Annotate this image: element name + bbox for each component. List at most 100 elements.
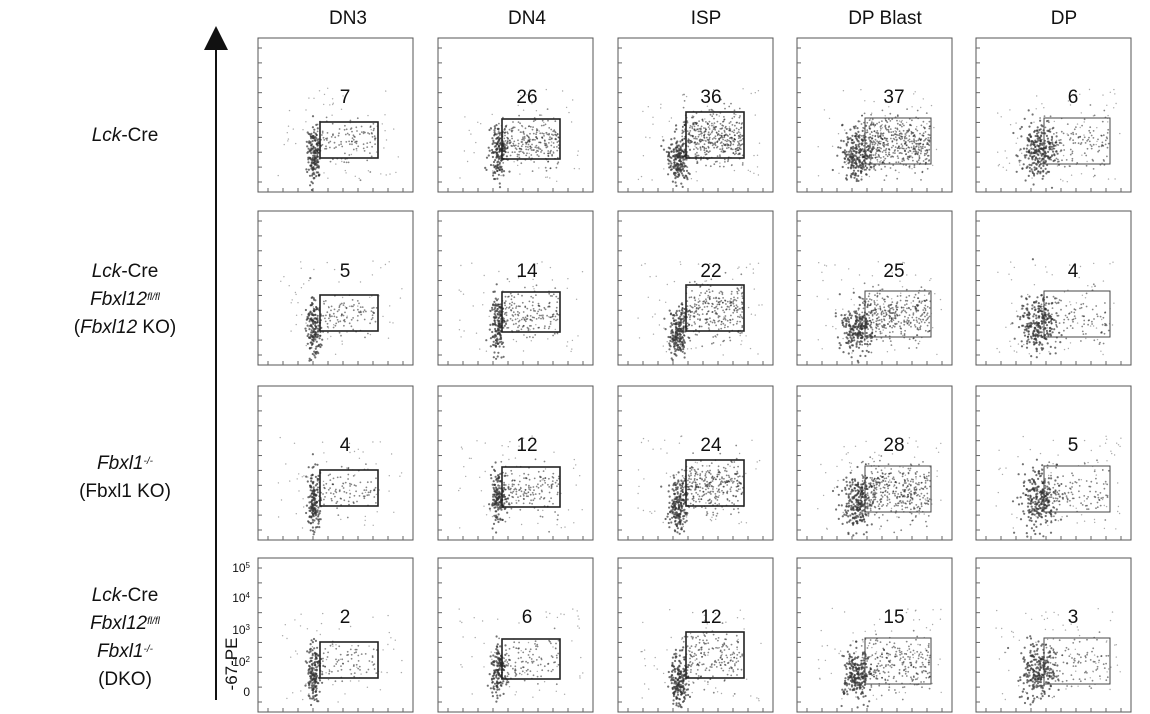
- event-dot: [923, 307, 926, 309]
- event-dot: [491, 155, 494, 159]
- event-dot: [488, 128, 491, 132]
- event-dot: [291, 299, 293, 301]
- event-dot: [859, 120, 861, 123]
- event-dot: [865, 321, 868, 323]
- event-dot: [741, 340, 743, 342]
- event-dot: [1042, 147, 1044, 150]
- event-dot: [908, 347, 910, 349]
- event-dot: [363, 318, 366, 321]
- event-dot: [890, 131, 893, 134]
- event-dot: [890, 303, 893, 306]
- y-tick-exponent: 2: [246, 655, 251, 664]
- event-dot: [719, 136, 722, 139]
- event-dot: [881, 127, 884, 129]
- event-dot: [572, 99, 574, 101]
- event-dot: [722, 149, 725, 152]
- event-dot: [516, 159, 519, 162]
- event-dot: [900, 330, 903, 333]
- event-dot: [856, 127, 859, 130]
- event-dot: [343, 161, 346, 164]
- event-dot: [860, 328, 863, 331]
- event-dot: [891, 140, 894, 142]
- event-dot: [859, 354, 862, 357]
- event-dot: [714, 160, 717, 163]
- event-dot: [842, 308, 844, 310]
- event-dot: [504, 140, 507, 142]
- event-dot: [1047, 155, 1050, 158]
- event-dot: [576, 154, 579, 156]
- event-dot: [505, 306, 508, 309]
- event-dot: [649, 276, 651, 278]
- event-dot: [874, 142, 877, 145]
- event-dot: [1050, 145, 1053, 148]
- event-dot: [919, 149, 921, 151]
- event-dot: [637, 317, 639, 319]
- event-dot: [885, 144, 887, 146]
- event-dot: [548, 316, 550, 318]
- event-dot: [493, 145, 496, 148]
- event-dot: [871, 162, 873, 164]
- event-dot: [522, 324, 525, 327]
- event-dot: [364, 336, 366, 339]
- event-dot: [888, 306, 890, 308]
- event-dot: [754, 92, 756, 94]
- event-dot: [370, 310, 373, 312]
- event-dot: [855, 179, 858, 183]
- event-dot: [316, 130, 319, 133]
- event-dot: [466, 160, 469, 163]
- event-dot: [904, 304, 906, 306]
- event-dot: [1028, 166, 1031, 169]
- event-dot: [902, 157, 905, 160]
- event-dot: [729, 321, 732, 324]
- event-dot: [707, 310, 710, 312]
- event-dot: [906, 108, 908, 110]
- event-dot: [311, 140, 314, 143]
- event-dot: [308, 313, 311, 316]
- event-dot: [1081, 154, 1083, 156]
- event-dot: [315, 306, 318, 309]
- event-dot: [877, 153, 880, 156]
- event-dot: [1053, 159, 1056, 162]
- event-dot: [1018, 159, 1021, 162]
- event-dot: [720, 127, 723, 130]
- event-dot: [311, 320, 314, 323]
- event-dot: [675, 146, 679, 149]
- event-dot: [517, 145, 520, 148]
- event-dot: [890, 137, 892, 140]
- event-dot: [718, 297, 721, 300]
- event-dot: [502, 162, 505, 164]
- event-dot: [895, 131, 898, 133]
- event-dot: [366, 146, 369, 149]
- scatter-panel: 5: [257, 210, 414, 366]
- event-dot: [863, 282, 866, 285]
- event-dot: [1028, 163, 1031, 166]
- event-dot: [890, 317, 893, 320]
- event-dot: [907, 139, 910, 142]
- event-dot: [825, 265, 828, 267]
- event-dot: [1088, 88, 1091, 91]
- event-dot: [1037, 170, 1040, 173]
- event-dot: [739, 140, 741, 142]
- event-dot: [730, 102, 732, 105]
- event-dot: [920, 106, 922, 109]
- event-dot: [367, 170, 370, 172]
- event-dot: [522, 109, 525, 111]
- event-dot: [305, 109, 307, 111]
- event-dot: [880, 168, 883, 171]
- event-dot: [1048, 148, 1051, 151]
- event-dot: [738, 143, 741, 146]
- event-dot: [315, 345, 318, 348]
- event-dot: [901, 135, 904, 138]
- event-dot: [741, 303, 744, 305]
- event-dot: [672, 172, 676, 175]
- event-dot: [551, 315, 554, 318]
- event-dot: [372, 260, 374, 262]
- event-dot: [876, 292, 879, 295]
- event-dot: [306, 145, 309, 148]
- panel-frame: [617, 210, 774, 366]
- event-dot: [693, 148, 695, 151]
- event-dot: [524, 127, 527, 130]
- event-dot: [749, 170, 751, 173]
- event-dot: [503, 137, 506, 140]
- event-dot: [737, 149, 740, 152]
